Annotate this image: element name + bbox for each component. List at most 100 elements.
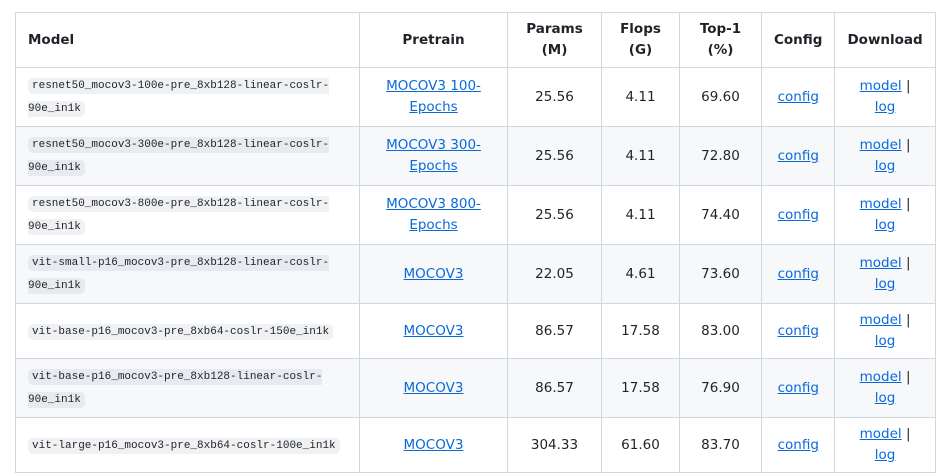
top1-cell: 76.90	[679, 358, 762, 418]
config-cell: config	[760, 67, 836, 127]
config-link[interactable]: config	[777, 206, 819, 223]
table-row: vit-small-p16_mocov3-pre_8xb128-linear-c…	[15, 244, 936, 304]
config-cell: config	[760, 126, 836, 186]
download-cell: model | log	[834, 185, 936, 245]
flops-cell: 4.11	[601, 126, 680, 186]
table-body: resnet50_mocov3-100e-pre_8xb128-linear-c…	[15, 67, 936, 473]
header-row: Model Pretrain Params (M) Flops (G) Top-1 (%…	[15, 12, 936, 68]
model-name: vit-base-p16_mocov3-pre_8xb64-coslr-150e…	[28, 323, 334, 340]
download-cell: model | log	[834, 244, 936, 304]
pretrain-cell: MOCOV3	[359, 358, 508, 418]
model-cell: resnet50_mocov3-300e-pre_8xb128-linear-c…	[15, 126, 360, 186]
header-cell: Params (M)	[507, 12, 602, 68]
pretrain-cell: MOCOV3 800-Epochs	[359, 185, 508, 245]
model-cell: resnet50_mocov3-800e-pre_8xb128-linear-c…	[15, 185, 360, 245]
table-row: vit-base-p16_mocov3-pre_8xb64-coslr-150e…	[15, 303, 936, 359]
log-link[interactable]: log	[874, 447, 896, 463]
header-cell: Pretrain	[359, 12, 508, 68]
config-link[interactable]: config	[777, 322, 819, 339]
table-row: resnet50_mocov3-300e-pre_8xb128-linear-c…	[15, 126, 936, 186]
log-link[interactable]: log	[874, 333, 896, 349]
top1-cell: 74.40	[679, 185, 762, 245]
model-link[interactable]: model	[859, 196, 902, 212]
params-cell: 86.57	[507, 303, 602, 359]
model-link[interactable]: model	[859, 312, 902, 328]
model-link[interactable]: model	[859, 255, 902, 271]
top1-cell: 72.80	[679, 126, 762, 186]
pretrain-link[interactable]: MOCOV3 300-Epochs	[386, 137, 481, 174]
download-cell: model | log	[834, 67, 936, 127]
log-link[interactable]: log	[874, 217, 896, 233]
log-link[interactable]: log	[874, 276, 896, 292]
config-cell: config	[760, 303, 836, 359]
params-cell: 22.05	[507, 244, 602, 304]
log-link[interactable]: log	[874, 158, 896, 174]
pretrain-cell: MOCOV3	[359, 303, 508, 359]
model-name: resnet50_mocov3-800e-pre_8xb128-linear-c…	[28, 196, 330, 235]
model-link[interactable]: model	[859, 426, 902, 442]
model-name: vit-large-p16_mocov3-pre_8xb64-coslr-100…	[28, 437, 340, 454]
model-link[interactable]: model	[859, 137, 902, 153]
model-cell: vit-small-p16_mocov3-pre_8xb128-linear-c…	[15, 244, 360, 304]
config-link[interactable]: config	[777, 379, 819, 396]
header-cell: Model	[15, 12, 360, 68]
config-link[interactable]: config	[777, 88, 819, 105]
model-cell: vit-large-p16_mocov3-pre_8xb64-coslr-100…	[15, 417, 360, 473]
top1-cell: 83.70	[679, 417, 762, 473]
params-cell: 304.33	[507, 417, 602, 473]
pretrain-link[interactable]: MOCOV3 100-Epochs	[386, 78, 481, 115]
separator: |	[905, 369, 911, 385]
pretrain-link[interactable]: MOCOV3	[403, 436, 464, 453]
model-cell: vit-base-p16_mocov3-pre_8xb128-linear-co…	[15, 358, 360, 418]
header-cell: Config	[760, 12, 836, 68]
separator: |	[905, 255, 911, 271]
config-cell: config	[760, 417, 836, 473]
header-cell: Download	[834, 12, 936, 68]
download-cell: model | log	[834, 417, 936, 473]
separator: |	[905, 312, 911, 328]
separator: |	[905, 426, 911, 442]
params-cell: 25.56	[507, 126, 602, 186]
config-link[interactable]: config	[777, 265, 819, 282]
download-cell: model | log	[834, 358, 936, 418]
model-link[interactable]: model	[859, 369, 902, 385]
config-cell: config	[760, 358, 836, 418]
pretrain-cell: MOCOV3	[359, 244, 508, 304]
separator: |	[905, 78, 911, 94]
model-cell: vit-base-p16_mocov3-pre_8xb64-coslr-150e…	[15, 303, 360, 359]
table-row: resnet50_mocov3-800e-pre_8xb128-linear-c…	[15, 185, 936, 245]
params-cell: 25.56	[507, 185, 602, 245]
log-link[interactable]: log	[874, 390, 896, 406]
flops-cell: 4.11	[601, 185, 680, 245]
pretrain-cell: MOCOV3 100-Epochs	[359, 67, 508, 127]
flops-cell: 4.11	[601, 67, 680, 127]
pretrain-link[interactable]: MOCOV3	[403, 322, 464, 339]
separator: |	[905, 196, 911, 212]
params-cell: 25.56	[507, 67, 602, 127]
log-link[interactable]: log	[874, 99, 896, 115]
config-link[interactable]: config	[777, 436, 819, 453]
download-cell: model | log	[834, 303, 936, 359]
download-cell: model | log	[834, 126, 936, 186]
flops-cell: 17.58	[601, 358, 680, 418]
config-link[interactable]: config	[777, 147, 819, 164]
pretrain-link[interactable]: MOCOV3 800-Epochs	[386, 196, 481, 233]
model-name: resnet50_mocov3-100e-pre_8xb128-linear-c…	[28, 78, 330, 117]
model-name: vit-small-p16_mocov3-pre_8xb128-linear-c…	[28, 255, 330, 294]
top1-cell: 69.60	[679, 67, 762, 127]
config-cell: config	[760, 185, 836, 245]
pretrain-link[interactable]: MOCOV3	[403, 265, 464, 282]
model-link[interactable]: model	[859, 78, 902, 94]
table-row: vit-base-p16_mocov3-pre_8xb128-linear-co…	[15, 358, 936, 418]
model-cell: resnet50_mocov3-100e-pre_8xb128-linear-c…	[15, 67, 360, 127]
pretrain-link[interactable]: MOCOV3	[403, 379, 464, 396]
header-cell: Flops (G)	[601, 12, 680, 68]
params-cell: 86.57	[507, 358, 602, 418]
header-cell: Top-1 (%)	[679, 12, 762, 68]
model-name: vit-base-p16_mocov3-pre_8xb128-linear-co…	[28, 369, 323, 408]
pretrain-cell: MOCOV3	[359, 417, 508, 473]
config-cell: config	[760, 244, 836, 304]
table-row: vit-large-p16_mocov3-pre_8xb64-coslr-100…	[15, 417, 936, 473]
pretrain-cell: MOCOV3 300-Epochs	[359, 126, 508, 186]
top1-cell: 83.00	[679, 303, 762, 359]
